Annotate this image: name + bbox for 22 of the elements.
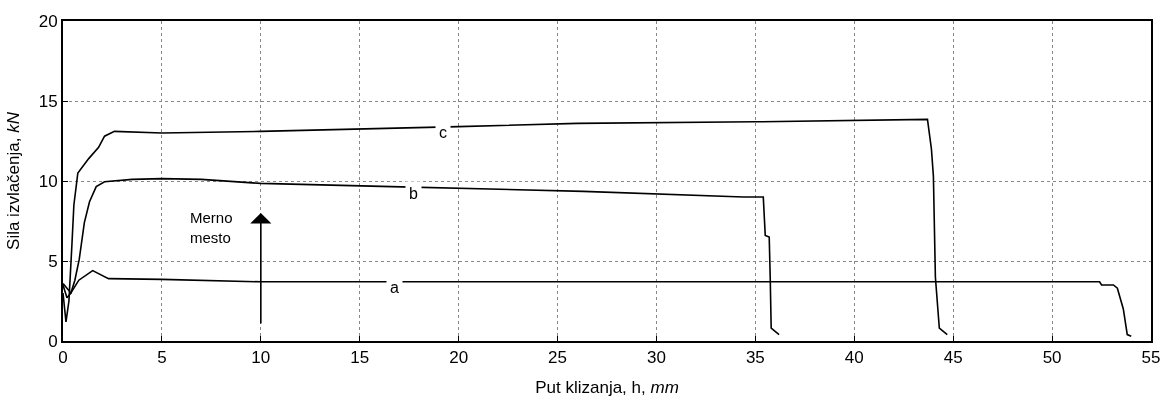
x-axis-title: Put klizanja, h, mm — [535, 378, 679, 398]
y-tick-label: 20 — [38, 11, 58, 31]
y-tick-label: 0 — [48, 331, 58, 351]
x-tick-label: 35 — [745, 348, 765, 368]
x-tick-label: 45 — [943, 348, 963, 368]
x-tick-label: 40 — [844, 348, 864, 368]
series-label: a — [390, 279, 399, 296]
series-label: b — [409, 185, 418, 202]
x-tick-label: 20 — [449, 348, 469, 368]
x-tick-label: 30 — [646, 348, 666, 368]
x-tick-label: 55 — [1141, 348, 1161, 368]
x-tick-label: 15 — [350, 348, 370, 368]
y-tick-label: 5 — [48, 251, 58, 271]
x-tick-label: 5 — [157, 348, 167, 368]
series-label: c — [439, 124, 447, 141]
y-tick-label: 15 — [38, 91, 58, 111]
annotation: Merno mesto — [190, 209, 233, 246]
y-tick-label: 10 — [38, 171, 58, 191]
x-tick-label: 50 — [1042, 348, 1062, 368]
y-axis-title: Sila izvlačenja, kN — [3, 111, 23, 250]
x-tick-label: 10 — [251, 348, 271, 368]
x-tick-label: 25 — [548, 348, 568, 368]
